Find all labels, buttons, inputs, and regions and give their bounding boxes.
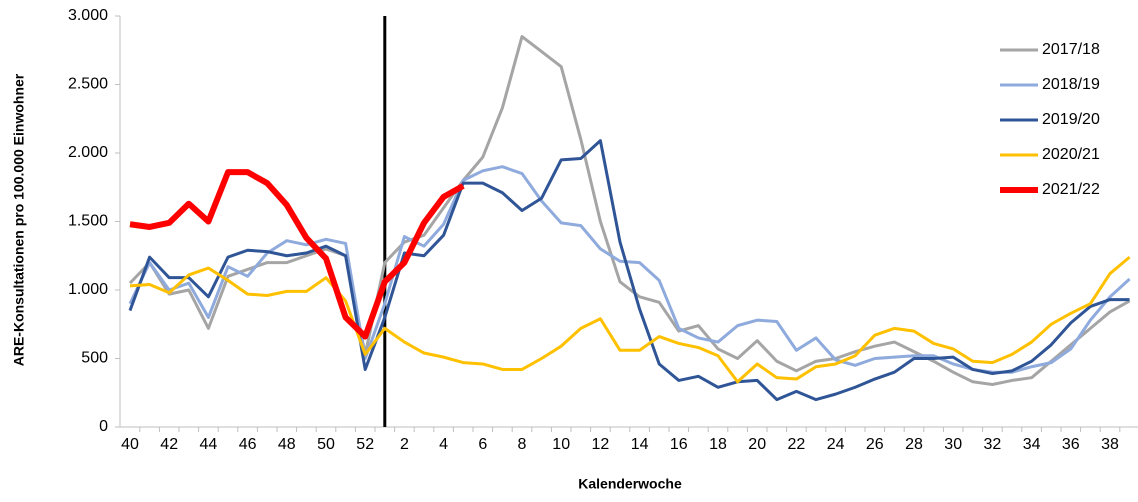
- x-tick-label: 52: [356, 436, 374, 453]
- x-tick-label: 20: [748, 436, 766, 453]
- x-tick-label: 12: [592, 436, 610, 453]
- series-line: [129, 255, 1131, 384]
- series-line: [128, 165, 1131, 374]
- x-axis-title: Kalenderwoche: [578, 476, 682, 492]
- x-tick-label: 14: [631, 436, 649, 453]
- y-axis-title: ARE-Konsultationen pro 100.000 Einwohner: [11, 73, 27, 366]
- x-tick-label: 22: [788, 436, 806, 453]
- x-tick-label: 30: [944, 436, 962, 453]
- y-tick-label: 2.000: [68, 144, 108, 161]
- y-tick-label: 3.000: [68, 7, 108, 24]
- x-tick-label: 16: [670, 436, 688, 453]
- x-tick-label: 38: [1101, 436, 1119, 453]
- x-tick-label: 28: [905, 436, 923, 453]
- y-tick-label: 2.500: [68, 76, 108, 93]
- legend-label: 2018/19: [1042, 76, 1100, 93]
- x-tick-label: 48: [278, 436, 296, 453]
- x-tick-label: 24: [827, 436, 845, 453]
- x-tick-label: 50: [317, 436, 335, 453]
- x-tick-label: 32: [984, 436, 1002, 453]
- x-tick-label: 8: [518, 436, 527, 453]
- x-tick-label: 2: [400, 436, 409, 453]
- y-tick-label: 500: [81, 350, 108, 367]
- x-tick-label: 6: [478, 436, 487, 453]
- legend-label: 2021/22: [1042, 181, 1100, 198]
- x-tick-label: 44: [200, 436, 218, 453]
- series-line: [128, 139, 1130, 402]
- series-line: [128, 35, 1131, 387]
- y-tick-label: 1.000: [68, 281, 108, 298]
- legend-label: 2019/20: [1042, 111, 1100, 128]
- x-tick-label: 42: [160, 436, 178, 453]
- x-tick-label: 36: [1062, 436, 1080, 453]
- x-tick-label: 34: [1023, 436, 1041, 453]
- x-tick-label: 46: [239, 436, 257, 453]
- legend-label: 2020/21: [1042, 146, 1100, 163]
- x-tick-label: 4: [439, 436, 448, 453]
- x-tick-label: 26: [866, 436, 884, 453]
- y-tick-label: 1.500: [68, 213, 108, 230]
- x-tick-label: 40: [121, 436, 139, 453]
- x-tick-label: 10: [552, 436, 570, 453]
- y-tick-label: 0: [99, 418, 108, 435]
- legend-label: 2017/18: [1042, 41, 1100, 58]
- x-tick-label: 18: [709, 436, 727, 453]
- series-line: [129, 169, 465, 340]
